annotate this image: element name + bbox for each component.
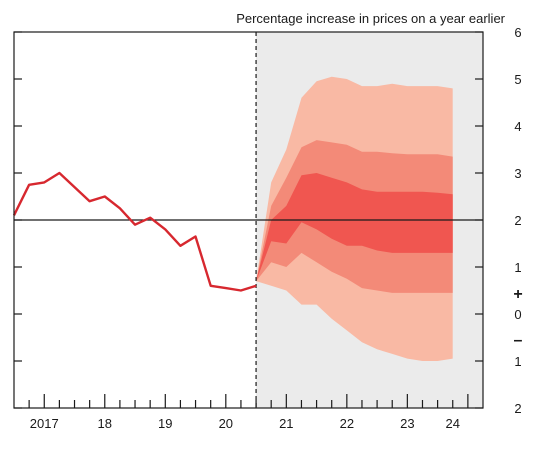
y-tick-label: 2 — [514, 213, 521, 228]
x-tick-label: 21 — [279, 416, 293, 431]
chart-title: Percentage increase in prices on a year … — [236, 11, 505, 26]
x-tick-label: 18 — [98, 416, 112, 431]
x-tick-label: 19 — [158, 416, 172, 431]
axis-ticks — [14, 31, 483, 409]
y-tick-label: 3 — [514, 166, 521, 181]
y-tick-label: 6 — [514, 25, 521, 40]
outturn-line — [12, 171, 257, 292]
y-tick-label: 1 — [514, 354, 521, 369]
y-tick-label: 0 — [514, 307, 521, 322]
plus-sign: + — [513, 286, 522, 303]
y-tick-label: 4 — [514, 119, 521, 134]
x-tick-label: 22 — [340, 416, 354, 431]
y-tick-label: 5 — [514, 72, 521, 87]
x-tick-label: 20 — [219, 416, 233, 431]
minus-sign: – — [514, 332, 523, 349]
y-tick-label: 1 — [514, 260, 521, 275]
y-tick-label: 2 — [514, 401, 521, 416]
fan-band-inner — [256, 173, 453, 282]
x-tick-label: 23 — [400, 416, 414, 431]
fan-bands — [256, 76, 453, 361]
x-tick-label: 24 — [446, 416, 460, 431]
x-tick-label: 2017 — [30, 416, 59, 431]
